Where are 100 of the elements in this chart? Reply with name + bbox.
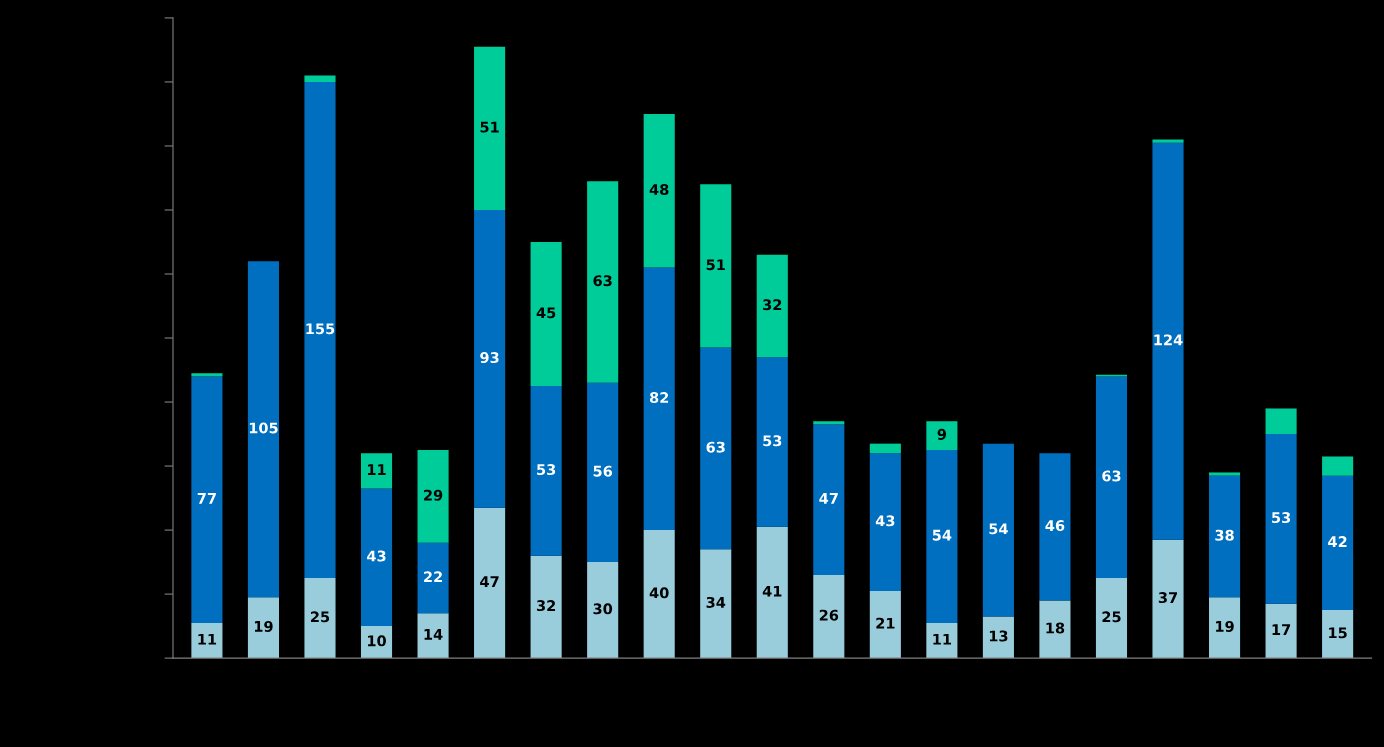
bar (1322, 456, 1354, 476)
data-label: 93 (480, 352, 499, 364)
bar (1209, 472, 1241, 476)
data-label: 82 (649, 392, 669, 404)
data-label: 22 (424, 571, 442, 583)
bar (304, 578, 336, 659)
data-label: 43 (367, 550, 386, 562)
bar (756, 526, 788, 659)
bar (417, 542, 449, 614)
data-label: 63 (1102, 470, 1121, 482)
data-label: 11 (368, 464, 386, 475)
bar (474, 46, 506, 210)
data-label: 21 (876, 617, 895, 629)
data-label: 53 (537, 464, 556, 476)
bar (1322, 475, 1354, 611)
bar (247, 261, 279, 598)
bar (1152, 539, 1184, 659)
data-label: 124 (1154, 334, 1183, 346)
bar (587, 181, 619, 383)
data-label: 17 (1272, 624, 1291, 635)
data-label: 19 (254, 620, 273, 632)
bar (1265, 434, 1297, 604)
data-label: 105 (249, 422, 278, 434)
data-label: 25 (1102, 611, 1121, 623)
data-label: 53 (1272, 512, 1291, 524)
bar (982, 443, 1014, 617)
data-label: 40 (649, 587, 669, 599)
bar (1152, 139, 1184, 143)
data-label: 11 (933, 633, 952, 645)
data-label: 48 (649, 183, 669, 196)
data-label: 41 (762, 585, 782, 597)
bar (1322, 610, 1354, 659)
bar (1209, 475, 1241, 598)
data-label: 54 (989, 523, 1008, 535)
data-label: 19 (1216, 620, 1234, 632)
bar (1265, 408, 1297, 435)
bar (756, 254, 788, 358)
bar (191, 376, 223, 623)
data-label: 38 (1215, 529, 1234, 541)
data-label: 47 (819, 493, 838, 504)
bar (813, 421, 845, 425)
bar (926, 421, 958, 451)
bar (247, 597, 279, 659)
data-label: 63 (706, 441, 725, 453)
bar (1039, 600, 1071, 659)
data-label: 34 (706, 596, 726, 608)
data-label: 45 (536, 307, 556, 319)
bar (1095, 376, 1128, 579)
bar (1095, 578, 1128, 659)
data-label: 29 (424, 489, 443, 501)
data-label: 47 (480, 576, 499, 587)
bar (813, 424, 845, 575)
bar (360, 488, 393, 627)
bar (869, 443, 901, 454)
bar (813, 574, 845, 659)
data-label: 155 (306, 323, 335, 335)
bar (304, 81, 336, 579)
bar (1265, 603, 1297, 659)
data-label: 51 (706, 259, 725, 271)
bar (643, 530, 675, 659)
data-label: 11 (198, 633, 217, 645)
bar (1039, 453, 1071, 601)
bar (926, 450, 958, 623)
bar (587, 562, 619, 659)
data-label: 42 (1328, 536, 1347, 547)
data-label: 10 (368, 635, 386, 647)
bar (360, 453, 393, 489)
data-label: 63 (593, 275, 612, 287)
data-label: 25 (311, 611, 330, 623)
data-label: 46 (1045, 520, 1065, 532)
bar (869, 590, 901, 659)
data-label: 43 (875, 515, 895, 527)
bar (643, 113, 675, 268)
bar (474, 209, 506, 508)
bar (587, 382, 619, 563)
data-label: 32 (763, 299, 782, 311)
bar (1152, 142, 1184, 540)
data-label: 77 (197, 493, 216, 504)
bar (700, 347, 732, 550)
data-label: 13 (989, 630, 1008, 642)
data-label: 14 (424, 629, 443, 640)
bar (191, 373, 223, 377)
bar (417, 613, 449, 659)
data-label: 18 (1046, 622, 1065, 634)
bar (700, 184, 732, 348)
data-label: 51 (480, 121, 499, 133)
data-label: 26 (819, 609, 839, 621)
data-label: 32 (536, 600, 556, 612)
data-label: 15 (1329, 627, 1347, 639)
bar (474, 507, 506, 659)
bar (869, 453, 901, 591)
data-label: 30 (593, 603, 613, 615)
bar (417, 450, 449, 543)
bar (982, 616, 1014, 659)
bar (756, 357, 788, 527)
bar (643, 267, 675, 531)
bar (530, 241, 562, 387)
bar (700, 549, 732, 659)
bar (530, 555, 562, 659)
data-label: 54 (932, 529, 952, 541)
